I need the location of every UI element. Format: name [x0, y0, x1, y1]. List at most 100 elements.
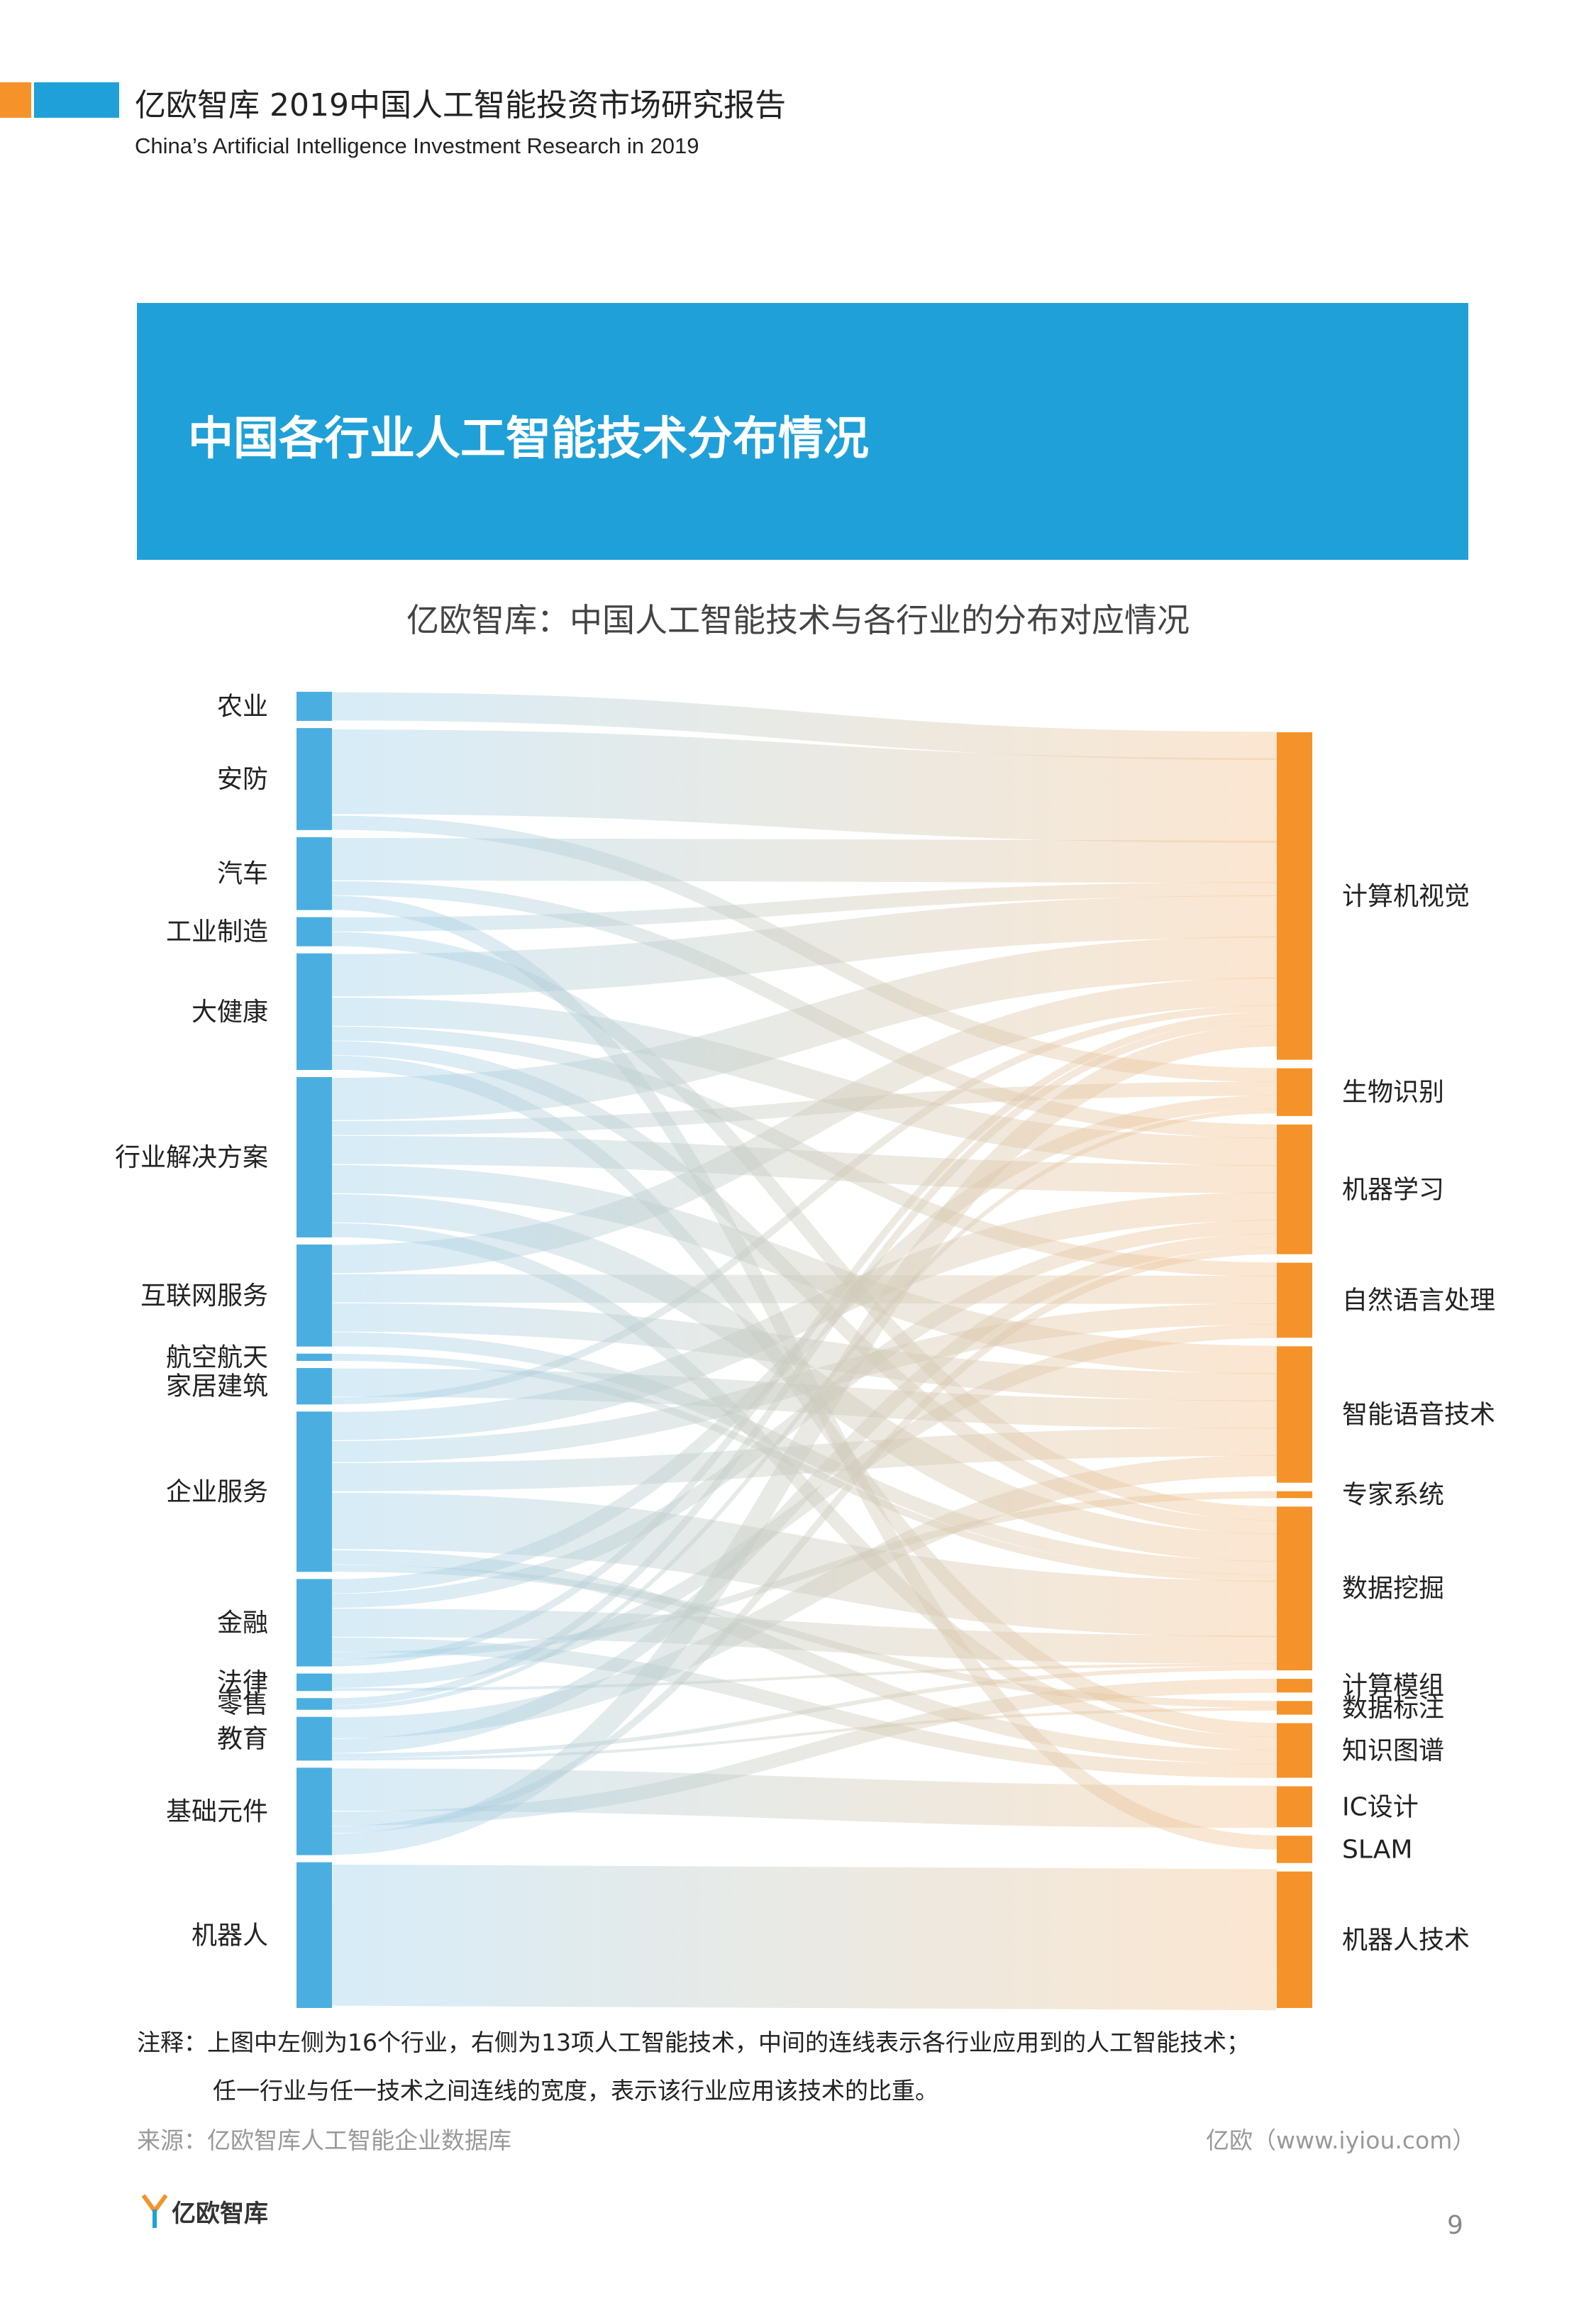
industry-label: 法律	[217, 1668, 268, 1697]
sankey-link	[331, 1663, 1278, 1692]
sankey-link	[331, 1666, 1278, 1758]
sankey-link	[331, 692, 1278, 761]
technology-node	[1277, 1701, 1312, 1715]
sankey-link	[331, 1637, 1278, 1778]
industry-label: 工业制造	[166, 917, 268, 947]
industry-node	[297, 917, 332, 947]
header-accent-blue	[34, 82, 119, 118]
technology-label: 机器学习	[1342, 1175, 1444, 1204]
sankey-link	[331, 1368, 1278, 1429]
sankey-link	[331, 1864, 1278, 2011]
industry-label: 家居建筑	[166, 1372, 268, 1401]
sankey-link	[331, 729, 1278, 843]
technology-node	[1277, 1346, 1312, 1483]
technology-label: 知识图谱	[1342, 1736, 1444, 1765]
technology-label: 数据挖掘	[1342, 1574, 1444, 1604]
industry-node	[297, 1673, 332, 1692]
industry-node	[297, 837, 332, 910]
sankey-link	[331, 1220, 1278, 1609]
sankey-link	[331, 895, 1278, 997]
industry-node	[297, 692, 332, 722]
sankey-nodes	[297, 692, 1312, 2008]
technology-label: 自然语言处理	[1342, 1286, 1495, 1315]
logo-y-icon	[142, 2194, 167, 2228]
sankey-link	[331, 997, 1278, 1166]
sankey-link	[331, 1550, 1278, 1765]
technology-label: IC设计	[1342, 1792, 1419, 1821]
technology-node	[1277, 1679, 1312, 1693]
industry-node	[297, 1767, 332, 1855]
industry-label: 基础元件	[166, 1797, 268, 1826]
source-left: 来源：亿欧智库人工智能企业数据库	[137, 2126, 511, 2154]
sankey-link	[331, 1005, 1278, 1405]
industry-node	[297, 1077, 332, 1237]
sankey-link	[331, 882, 1278, 932]
sankey-link	[331, 1109, 1278, 1710]
technology-node	[1277, 1491, 1312, 1499]
industry-node	[297, 1862, 332, 2008]
technology-node	[1277, 1124, 1312, 1254]
note-line-1: 注释：上图中左侧为16个行业，右侧为13项人工智能技术，中间的连线表示各行业应用…	[137, 2029, 1250, 2056]
section-banner: 中国各行业人工智能技术分布情况	[137, 303, 1468, 560]
technology-node	[1277, 1723, 1312, 1778]
sankey-link	[331, 977, 1278, 1274]
industry-label: 零售	[217, 1689, 268, 1719]
technology-node	[1277, 1068, 1312, 1116]
sankey-link	[331, 1012, 1278, 1667]
sankey-link	[331, 1135, 1278, 1193]
industry-label: 机器人	[192, 1921, 268, 1950]
industry-label: 互联网服务	[140, 1281, 268, 1311]
technology-label: 智能语音技术	[1342, 1401, 1495, 1430]
industry-node	[297, 1368, 332, 1405]
industry-node	[297, 1353, 332, 1362]
industry-node	[297, 953, 332, 1071]
technology-node	[1277, 1786, 1312, 1828]
industry-node	[297, 728, 332, 830]
sankey-link	[331, 1768, 1278, 1828]
note-line-2: 任一行业与任一技术之间连线的宽度，表示该行业应用该技术的比重。	[213, 2077, 938, 2104]
sankey-link	[331, 1018, 1278, 1706]
sankey-link	[331, 1192, 1278, 1440]
sankey-link	[331, 1274, 1278, 1304]
technology-label: 计算机视觉	[1342, 882, 1470, 911]
report-subtitle: China’s Artificial Intelligence Investme…	[135, 133, 699, 158]
page-number: 9	[1447, 2211, 1463, 2240]
industry-label: 金融	[217, 1609, 268, 1638]
industry-label: 航空航天	[166, 1343, 268, 1372]
chart-title: 亿欧智库：中国人工智能技术与各行业的分布对应情况	[406, 601, 1190, 639]
sankey-link	[331, 1233, 1278, 1753]
technology-label: 计算模组	[1342, 1672, 1444, 1701]
header-accent-orange	[0, 82, 31, 118]
technology-node	[1277, 1262, 1312, 1338]
brand-logo: 亿欧智库	[142, 2191, 268, 2231]
industry-label: 大健康	[192, 998, 268, 1027]
industry-label: 行业解决方案	[115, 1143, 268, 1172]
sankey-link	[331, 1491, 1278, 1660]
sankey-labels: 农业安防汽车工业制造大健康行业解决方案互联网服务航空航天家居建筑企业服务金融法律…	[115, 693, 1495, 1955]
sankey-link	[331, 837, 1278, 883]
industry-label: 企业服务	[166, 1477, 268, 1506]
industry-node	[297, 1579, 332, 1667]
sankey-link	[331, 1025, 1278, 1855]
report-title: 亿欧智库 2019中国人工智能投资市场研究报告	[135, 87, 786, 123]
sankey-link	[331, 936, 1278, 1120]
technology-label: 专家系统	[1342, 1481, 1444, 1510]
technology-node	[1277, 1871, 1312, 2008]
sankey-link	[331, 1678, 1278, 1826]
industry-label: 安防	[217, 765, 268, 794]
industry-label: 农业	[217, 693, 268, 722]
technology-node	[1277, 1506, 1312, 1671]
sankey-link	[331, 1303, 1278, 1462]
technology-label: 生物识别	[1342, 1078, 1444, 1107]
sankey-link	[331, 1707, 1278, 1761]
sankey-link	[331, 1492, 1278, 1638]
technology-node	[1277, 1836, 1312, 1863]
industry-node	[297, 1716, 332, 1761]
technology-label: SLAM	[1342, 1835, 1412, 1864]
industry-node	[297, 1411, 332, 1572]
section-title: 中国各行业人工智能技术分布情况	[188, 413, 869, 465]
industry-node	[297, 1698, 332, 1710]
technology-label: 数据标注	[1342, 1694, 1444, 1723]
source-right: 亿欧（www.iyiou.com）	[1206, 2126, 1476, 2154]
